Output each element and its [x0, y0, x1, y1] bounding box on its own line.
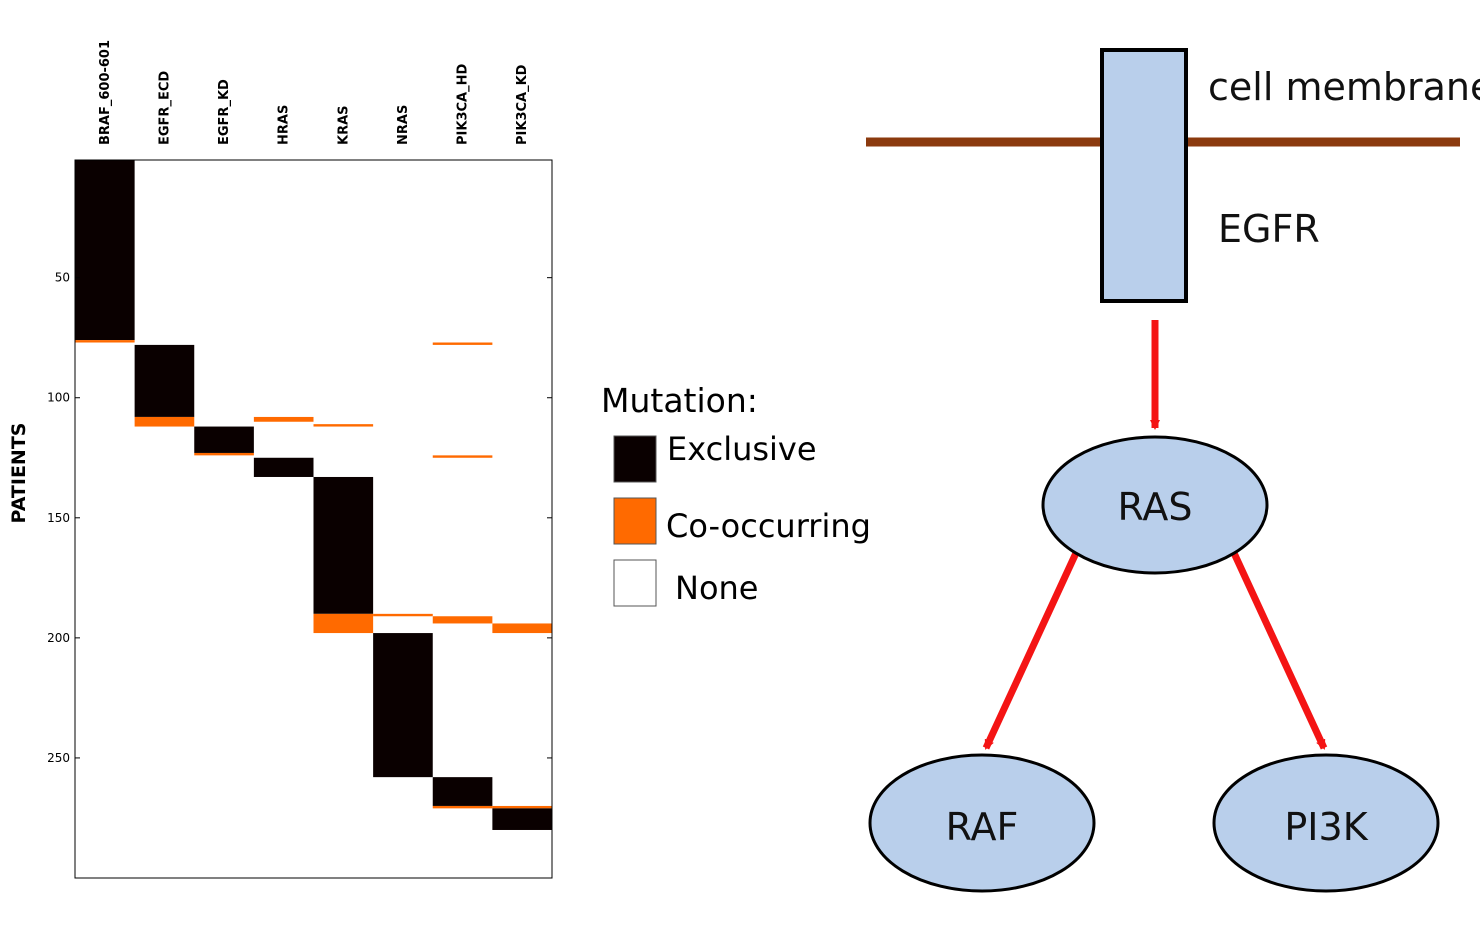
arrow-ras-to-raf [982, 551, 1080, 750]
y-axis-title: PATIENTS [8, 423, 30, 524]
legend-swatch-co-occurring [613, 497, 657, 545]
gene-label-egfr-kd: EGFR_KD [217, 79, 232, 145]
heatmap-cell-egfr-kd-exclusive [194, 426, 254, 453]
heatmap-cell-pik3ca-hd-co-occurring [432, 616, 493, 624]
y-axis-ticks: 50 100 150 200 250 [47, 271, 552, 765]
ras-label: RAS [1118, 485, 1193, 529]
heatmap-cell-braf-600-601-exclusive [75, 160, 135, 341]
ras-ellipse [1041, 435, 1269, 575]
heatmap-cell-braf-600-601-co-occurring [75, 340, 135, 343]
gene-label-egfr-ecd: EGFR_ECD [157, 71, 172, 145]
legend: Mutation: Exclusive Co-occurring None [601, 381, 871, 607]
heatmap-cell-egfr-kd-co-occurring [194, 452, 254, 456]
raf-label: RAF [946, 805, 1019, 849]
gene-labels: BRAF_600-601 EGFR_ECD EGFR_KD HRAS KRAS NRAS P… [98, 40, 530, 145]
raf-ellipse [868, 753, 1096, 893]
heatmap-cell-nras-co-occurring [373, 613, 433, 617]
egfr-receptor [1100, 48, 1188, 303]
ras-node: RAS [1041, 435, 1269, 575]
heatmap-cell-pik3ca-kd-co-occurring [492, 623, 552, 634]
heatmap-frame [74, 159, 553, 879]
gene-label-hras: HRAS [277, 105, 292, 145]
pi3k-label: PI3K [1284, 805, 1368, 849]
legend-title: Mutation: [601, 381, 758, 420]
legend-label-co-occurring: Co-occurring [666, 507, 871, 545]
legend-item-exclusive: Exclusive [613, 430, 817, 483]
legend-label-exclusive: Exclusive [667, 430, 817, 468]
y-tick-label-100: 100 [47, 391, 70, 405]
gene-label-pik3ca-kd: PIK3CA_KD [515, 64, 530, 145]
heatmap-cell-pik3ca-hd-co-occurring [432, 455, 493, 458]
pi3k-ellipse [1212, 753, 1440, 893]
heatmap-cell-egfr-ecd-exclusive [134, 344, 195, 417]
heatmap-cell-kras-co-occurring [313, 424, 374, 427]
gene-label-braf-600-601: BRAF_600-601 [98, 40, 113, 145]
heatmap-cell-pik3ca-hd-co-occurring [432, 342, 493, 345]
legend-item-co-occurring: Co-occurring [613, 497, 871, 545]
cell-membrane-label: cell membrane [1208, 65, 1480, 109]
heatmap-cell-pik3ca-kd-co-occurring [492, 805, 552, 809]
legend-swatch-exclusive [613, 435, 657, 483]
y-tick-label-200: 200 [47, 631, 70, 645]
mutation-heatmap: BRAF_600-601 EGFR_ECD EGFR_KD HRAS KRAS NRAS P… [8, 40, 553, 879]
legend-swatch-none [613, 559, 657, 607]
heatmap-cells [75, 160, 552, 830]
gene-label-kras: KRAS [336, 105, 351, 145]
heatmap-cell-nras-exclusive [373, 633, 433, 778]
heatmap-cell-kras-exclusive [313, 476, 374, 614]
legend-label-none: None [675, 569, 758, 607]
y-tick-label-150: 150 [47, 511, 70, 525]
pathway-diagram: cell membrane EGFR RAS RAF PI3K [866, 48, 1480, 893]
pi3k-node: PI3K [1212, 753, 1440, 893]
heatmap-cell-hras-co-occurring [253, 416, 314, 422]
legend-item-none: None [613, 559, 758, 607]
heatmap-cell-pik3ca-hd-exclusive [432, 777, 493, 806]
heatmap-cell-pik3ca-kd-exclusive [492, 808, 552, 830]
heatmap-cell-kras-co-occurring [313, 613, 374, 634]
y-tick-label-50: 50 [55, 271, 70, 285]
egfr-label: EGFR [1218, 207, 1320, 251]
heatmap-cell-egfr-ecd-co-occurring [134, 416, 195, 427]
arrow-ras-to-pi3k [1230, 551, 1328, 750]
y-tick-label-250: 250 [47, 751, 70, 765]
raf-node: RAF [868, 753, 1096, 893]
heatmap-cell-hras-exclusive [253, 457, 314, 477]
gene-label-nras: NRAS [396, 105, 411, 145]
heatmap-cell-pik3ca-hd-co-occurring [432, 805, 493, 809]
gene-label-pik3ca-hd: PIK3CA_HD [456, 64, 471, 145]
